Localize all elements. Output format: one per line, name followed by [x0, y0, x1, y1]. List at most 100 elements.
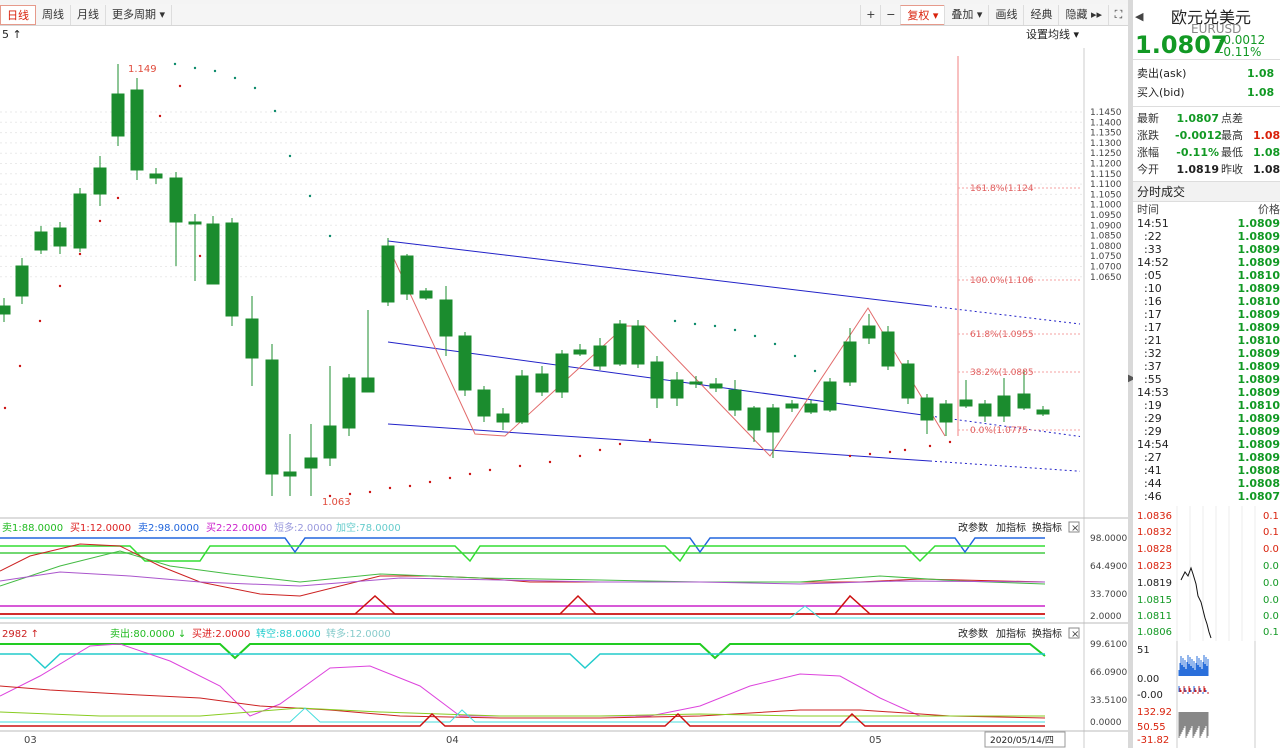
indicator1-tick: 2.0000: [1090, 612, 1122, 622]
hide-panel-button[interactable]: 隐藏 ▸▸: [1058, 5, 1108, 25]
mini-right-label: 0.1: [1263, 527, 1279, 538]
indicator1-buy1-line: [0, 594, 1045, 615]
tick-time: :27: [1137, 451, 1162, 464]
sar-dot: [448, 476, 452, 480]
candle-body: [843, 341, 857, 383]
sar-dot: [98, 219, 102, 223]
sar-dot: [198, 254, 202, 258]
tick-list[interactable]: 14:51 1.0809 :22 1.0809 :33 1.0809 14:52 1.08…: [1133, 217, 1280, 503]
tick-price: 1.0810: [1237, 399, 1280, 412]
weekly-period-button[interactable]: 周线: [36, 4, 71, 25]
indicator1-button: 换指标: [1032, 521, 1062, 534]
indicator2-close-icon: ×: [1071, 629, 1079, 640]
candle-body: [93, 167, 107, 195]
tick-row: :46 1.0807: [1133, 490, 1280, 503]
indicator1-close-icon: ×: [1071, 523, 1079, 534]
candle-body: [901, 363, 915, 399]
tick-row: 14:52 1.0809: [1133, 256, 1280, 269]
price-tick-label: 1.0950: [1090, 211, 1122, 221]
tick-time: :19: [1137, 399, 1162, 412]
tick-time: :32: [1137, 347, 1162, 360]
panel-splitter[interactable]: ▶: [1128, 0, 1136, 748]
mini-right-label: 0.0: [1263, 578, 1279, 589]
instrument-name: 欧元兑美元: [1171, 8, 1252, 27]
indicator1-tick: 98.0000: [1090, 534, 1127, 544]
more-periods-dropdown[interactable]: 更多周期 ▾: [106, 4, 173, 25]
sar-dot: [173, 62, 177, 66]
sar-dot: [488, 468, 492, 472]
candle-body: [670, 379, 684, 399]
last-price: 1.0807: [1135, 31, 1228, 59]
daily-period-button[interactable]: 日线: [0, 4, 36, 25]
monthly-period-button[interactable]: 月线: [71, 4, 106, 25]
price-header: 价格: [1258, 203, 1280, 216]
tick-time: 14:54: [1137, 438, 1169, 451]
tick-row: :41 1.0808: [1133, 464, 1280, 477]
splitter-arrow-icon[interactable]: ▶: [1128, 373, 1136, 384]
price-tick-label: 1.1000: [1090, 201, 1122, 211]
sar-dot: [308, 194, 312, 198]
candle-body: [862, 325, 876, 339]
tick-row: :44 1.0808: [1133, 477, 1280, 490]
candle-body: [149, 173, 163, 179]
tick-time: :29: [1137, 412, 1162, 425]
indicator2-curve: [0, 707, 1045, 717]
channel-line: [387, 423, 931, 462]
sar-dot: [158, 114, 162, 118]
stat-value-2: 1.08: [1253, 163, 1280, 176]
fullscreen-icon[interactable]: ⛶: [1108, 5, 1128, 25]
classic-style-button[interactable]: 经典: [1023, 5, 1058, 25]
time-header: 时间: [1137, 203, 1159, 216]
mini-right-label: 0.1: [1263, 627, 1279, 638]
tick-time: :17: [1137, 321, 1162, 334]
price-tick-label: 1.0900: [1090, 221, 1122, 231]
stat-label-2: 点差: [1221, 112, 1243, 125]
stats-block: 最新 1.0807 点差 涨跌 -0.0012 最高 1.08 涨幅 -0.11% 最低 1.08 今…: [1133, 107, 1280, 181]
ask-label: 卖出(ask): [1137, 67, 1187, 80]
mini-right-label: 0.1: [1263, 511, 1279, 522]
zoom-in-icon[interactable]: +: [860, 5, 880, 25]
tick-price: 1.0809: [1237, 360, 1280, 373]
sar-dot: [288, 154, 292, 158]
tick-price: 1.0810: [1237, 269, 1280, 282]
back-arrow-icon[interactable]: ◀: [1135, 10, 1144, 23]
candle-body: [785, 403, 799, 409]
adjust-dropdown[interactable]: 复权 ▾: [900, 5, 945, 25]
draw-line-button[interactable]: 画线: [988, 5, 1023, 25]
overlay-dropdown[interactable]: 叠加 ▾: [944, 5, 988, 25]
candle-body: [53, 227, 67, 247]
tick-price: 1.0810: [1237, 295, 1280, 308]
sar-dot: [368, 490, 372, 494]
sar-dot: [78, 252, 82, 256]
sar-dot: [3, 406, 7, 410]
indicator1-curve: [0, 550, 1046, 587]
tick-price: 1.0809: [1237, 438, 1280, 451]
candle-body: [1036, 409, 1050, 415]
ticks-header: 时间 价格: [1133, 202, 1280, 217]
sar-dot: [348, 492, 352, 496]
indicator2-curve: [0, 643, 1045, 717]
candle-body: [342, 377, 356, 429]
candle-body: [978, 403, 992, 417]
sar-dot: [673, 319, 677, 323]
zoom-out-icon[interactable]: −: [880, 5, 900, 25]
candle-body: [15, 265, 29, 297]
candle-body: [400, 255, 414, 295]
candle-body: [1017, 393, 1031, 409]
mini-left-label: -0.00: [1137, 690, 1163, 701]
candle-body: [34, 231, 48, 251]
candle-body: [477, 389, 491, 417]
price-tick-label: 1.1050: [1090, 190, 1122, 200]
indicator1-button: 改参数: [958, 521, 988, 534]
tick-price: 1.0809: [1237, 308, 1280, 321]
date-tick-label: 04: [446, 735, 459, 746]
candle-body: [188, 221, 202, 225]
chart-area[interactable]: 1.1450 1.1400 1.1350 1.1300 1.1250 1.1200 1.11…: [0, 26, 1128, 748]
tick-price: 1.0809: [1237, 347, 1280, 360]
kline-chart-svg[interactable]: 1.14501.14001.13501.13001.12501.12001.11…: [0, 26, 1128, 748]
ma-settings-dropdown[interactable]: 设置均线 ▾: [1026, 27, 1079, 41]
candle-body: [169, 177, 183, 223]
price-tick-label: 1.1350: [1090, 129, 1122, 139]
indicator2-legend-item: 买进:2.0000: [192, 628, 250, 640]
tick-price: 1.0809: [1237, 243, 1280, 256]
